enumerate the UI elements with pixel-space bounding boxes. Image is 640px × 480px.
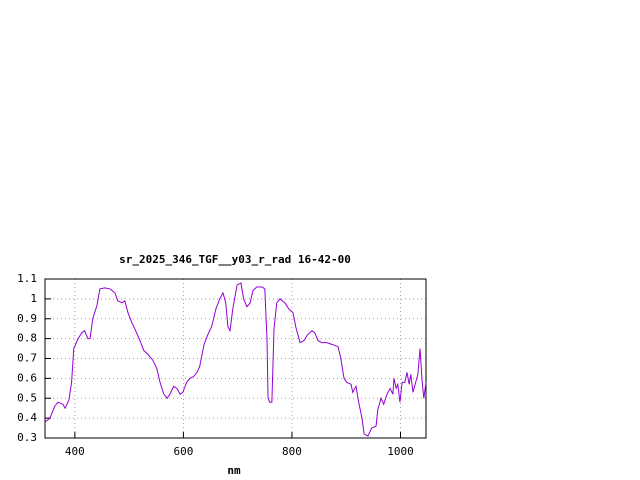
chart-title: sr_2025_346_TGF__y03_r_rad 16-42-00	[119, 253, 351, 266]
y-tick-label: 0.9	[17, 312, 37, 325]
spectrum-line	[44, 282, 427, 437]
x-tick-label: 800	[282, 445, 302, 458]
y-tick-label: 0.7	[17, 352, 37, 365]
y-tick-label: 0.4	[17, 411, 37, 424]
plot-frame	[44, 278, 427, 439]
y-tick-label: 0.3	[17, 431, 37, 444]
y-tick-label: 0.8	[17, 332, 37, 345]
x-tick-label: 400	[65, 445, 85, 458]
x-axis-label: nm	[227, 464, 241, 477]
y-tick-label: 1	[30, 292, 37, 305]
x-tick-label: 600	[173, 445, 193, 458]
y-tick-label: 1.1	[17, 272, 37, 285]
y-tick-label: 0.6	[17, 371, 37, 384]
y-tick-label: 0.5	[17, 391, 37, 404]
x-tick-label: 1000	[387, 445, 414, 458]
